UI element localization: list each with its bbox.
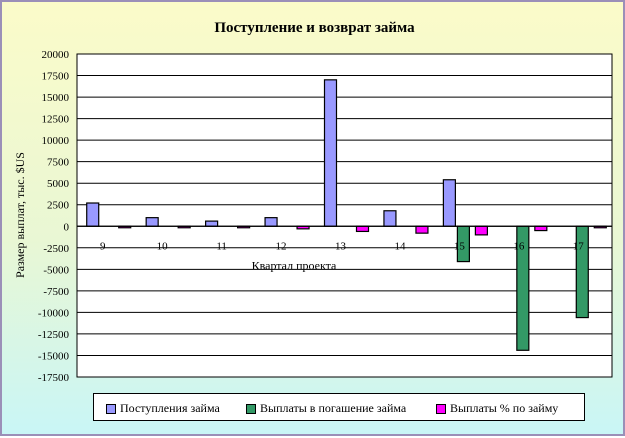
x-tick-label: 14 <box>394 240 406 252</box>
x-tick-label: 12 <box>276 240 287 252</box>
y-tick-label: 17500 <box>42 71 70 83</box>
x-axis-title: Квартал проекта <box>252 258 337 272</box>
y-tick-label: 20000 <box>42 49 70 61</box>
plot-area <box>77 54 612 377</box>
y-tick-label: 15000 <box>42 92 70 104</box>
legend-item-interest-payments: Выплаты % по займу <box>436 401 558 416</box>
bar-loan-receipts-q13 <box>323 79 338 227</box>
y-tick-label: 0 <box>64 221 70 233</box>
y-tick-label: -15000 <box>38 350 70 362</box>
y-tick-label: -5000 <box>43 264 69 276</box>
bar-interest-payments-q15 <box>474 225 488 236</box>
legend-swatch-loan-repayment <box>246 403 256 414</box>
x-tick-label: 13 <box>335 240 347 252</box>
legend-label-loan-repayment: Выплаты в погашение займа <box>260 401 407 415</box>
legend-label-interest-payments: Выплаты % по займу <box>450 401 559 415</box>
y-tick-label: 5000 <box>47 178 70 190</box>
chart-legend: Поступления займа Выплаты в погашение за… <box>93 393 585 421</box>
y-tick-label: -12500 <box>38 329 70 341</box>
bar-loan-receipts-q12 <box>264 217 278 227</box>
x-tick-label: 10 <box>157 240 169 252</box>
y-tick-label: 12500 <box>42 114 70 126</box>
plot-border <box>76 53 613 378</box>
legend-item-loan-receipts: Поступления займа <box>106 401 220 416</box>
bar-interest-payments-q13 <box>355 225 370 233</box>
y-tick-label: -2500 <box>43 243 69 255</box>
y-tick-label: -17500 <box>38 372 70 384</box>
y-tick-label: 2500 <box>47 200 70 212</box>
bar-loan-receipts-q15 <box>442 179 456 227</box>
x-tick-label: 11 <box>216 240 227 252</box>
bar-loan-receipts-q10 <box>145 217 159 227</box>
bar-loan-receipts-q9 <box>86 202 100 227</box>
y-tick-label: -10000 <box>38 307 70 319</box>
bar-interest-payments-q14 <box>415 225 429 234</box>
bar-loan-receipts-q14 <box>383 210 397 227</box>
y-tick-label: 7500 <box>47 157 70 169</box>
bar-interest-payments-q16 <box>534 225 548 232</box>
legend-item-loan-repayment: Выплаты в погашение займа <box>246 401 406 416</box>
x-tick-label: 17 <box>573 240 585 252</box>
bar-loan-receipts-q11 <box>205 220 219 227</box>
x-tick-label: 16 <box>513 240 525 252</box>
y-tick-label: 10000 <box>42 135 70 147</box>
legend-label-loan-receipts: Поступления займа <box>120 401 220 415</box>
x-tick-label: 15 <box>454 240 466 252</box>
y-axis-title: Размер выплат, тыс. $US <box>13 152 27 278</box>
x-tick-label: 9 <box>100 240 106 252</box>
chart-title: Поступление и возврат займа <box>214 20 415 36</box>
legend-swatch-interest-payments <box>436 403 446 414</box>
y-tick-label: -7500 <box>43 286 69 298</box>
legend-swatch-loan-receipts <box>106 403 116 414</box>
